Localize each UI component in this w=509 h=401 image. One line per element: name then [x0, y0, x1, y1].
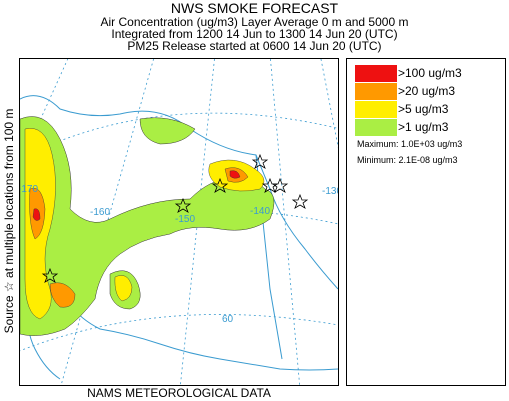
source-side-label-text: Source ☆ at multiple locations from 100 …	[2, 108, 16, 334]
grid-label: -140	[250, 206, 270, 217]
grid-labels: -170 -160 -150 -140 -130 60	[20, 184, 338, 325]
grid-label: 60	[222, 314, 234, 325]
grid-label: -170	[20, 184, 38, 195]
subtitle-release: PM25 Release started at 0600 14 Jun 20 (…	[127, 39, 382, 53]
star-icon[interactable]	[251, 153, 269, 169]
grid-label: -130	[322, 186, 338, 197]
star-icon[interactable]	[41, 267, 59, 283]
plume-red-east	[229, 170, 241, 179]
legend-label: >1 ug/m3	[398, 120, 449, 134]
plume-outer	[20, 116, 275, 336]
smoke-map[interactable]: -170 -160 -150 -140 -130 60	[20, 59, 338, 385]
subtitle-concentration: Air Concentration (ug/m3) Layer Average …	[100, 15, 409, 29]
lon-line	[60, 59, 154, 385]
star-icon[interactable]	[271, 177, 289, 193]
legend-swatch	[355, 119, 397, 136]
grid-label: -150	[175, 214, 195, 225]
legend-item-20: >20 ug/m3	[355, 83, 505, 100]
legend-item-1: >1 ug/m3	[355, 119, 505, 136]
legend-swatch	[355, 101, 397, 118]
star-icon[interactable]	[174, 197, 192, 213]
legend-label: >100 ug/m3	[398, 66, 462, 80]
lon-line	[320, 59, 338, 149]
plume-red-west	[32, 208, 41, 221]
legend-maximum: Maximum: 1.0E+03 ug/m3	[357, 139, 463, 149]
legend-swatch	[355, 83, 397, 100]
legend-item-100: >100 ug/m3	[355, 65, 505, 82]
subtitle-integration: Integrated from 1200 14 Jun to 1300 14 J…	[111, 27, 398, 41]
lat-line	[20, 210, 338, 255]
star-icon[interactable]	[291, 193, 309, 209]
plume-orange-south	[49, 282, 76, 308]
source-markers	[41, 153, 309, 283]
source-side-label: Source ☆ at multiple locations from 100 …	[0, 58, 18, 384]
plume-yellow-island	[114, 275, 133, 302]
legend-label: >20 ug/m3	[398, 84, 456, 98]
lon-line	[270, 59, 301, 385]
page-title: NWS SMOKE FORECAST	[170, 0, 339, 16]
legend-minimum: Minimum: 2.1E-08 ug/m3	[357, 155, 458, 165]
lat-line	[20, 314, 338, 352]
plume-north	[139, 117, 196, 145]
data-source-label: NAMS METEOROLOGICAL DATA	[87, 386, 271, 400]
grid-label: -160	[90, 207, 110, 218]
legend-label: >5 ug/m3	[398, 102, 449, 116]
lon-line	[180, 59, 215, 385]
legend-swatch	[355, 65, 397, 82]
legend-item-5: >5 ug/m3	[355, 101, 505, 118]
star-icon[interactable]	[211, 177, 229, 193]
map-panel[interactable]: -170 -160 -150 -140 -130 60	[19, 58, 339, 386]
plume-layer-4	[32, 170, 241, 221]
legend-panel: >100 ug/m3 >20 ug/m3 >5 ug/m3 >1 ug/m3 M…	[346, 58, 506, 386]
